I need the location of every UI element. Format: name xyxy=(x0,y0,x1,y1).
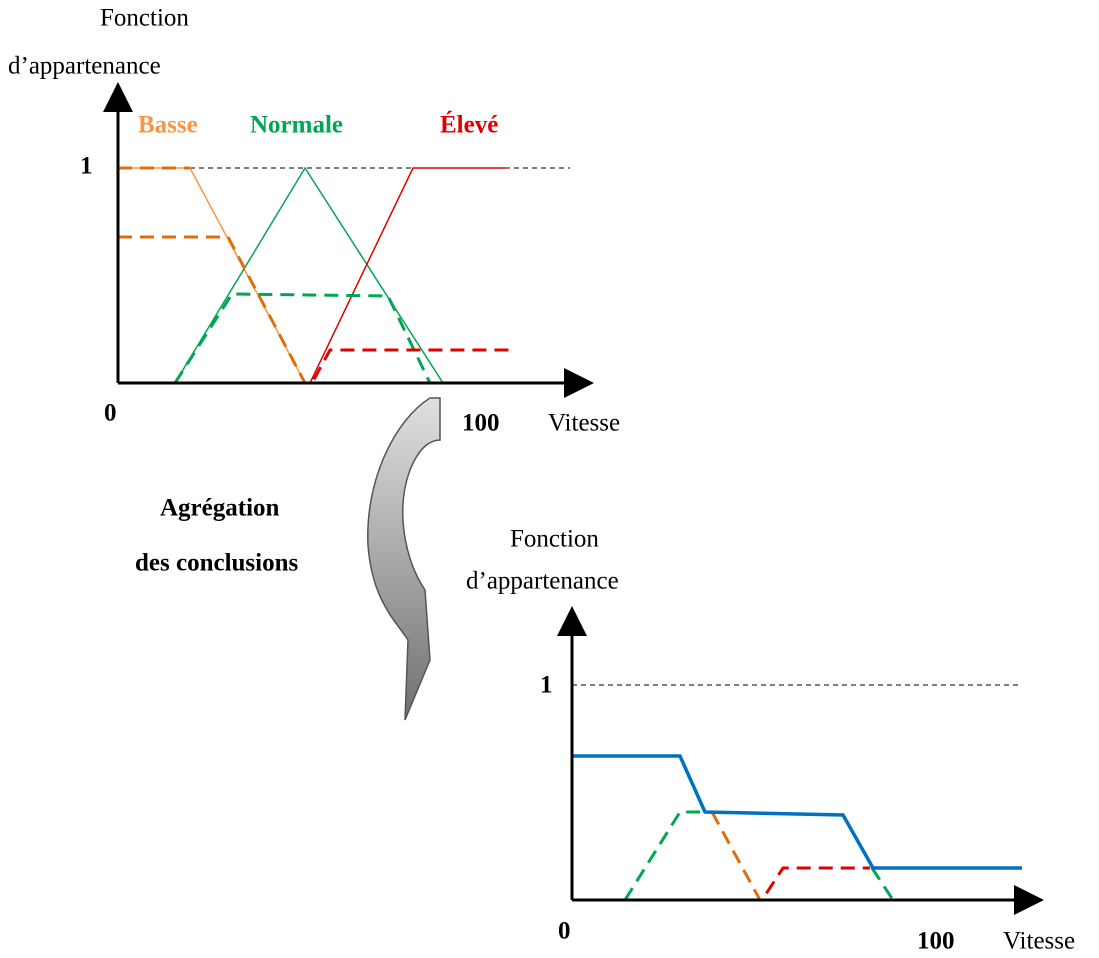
x-tick-label: 100 xyxy=(462,410,500,437)
x-tick-label: 100 xyxy=(917,928,955,955)
arrow-label: des conclusions xyxy=(135,550,299,577)
x-tick-label: 0 xyxy=(104,400,117,427)
clip-normale xyxy=(870,867,895,901)
clip-eleve xyxy=(572,866,870,902)
curve-basse xyxy=(118,167,306,384)
bottom-chart: Fonction d’appartenance 1 0 100 Vitesse xyxy=(466,526,1075,955)
aggregated-curve xyxy=(572,754,1022,870)
legend-normale: Normale xyxy=(250,112,343,139)
legend-basse: Basse xyxy=(138,112,198,139)
y-axis-label: d’appartenance xyxy=(8,53,161,80)
y-axis-label: d’appartenance xyxy=(466,568,619,595)
clip-basse xyxy=(226,236,518,385)
clip-normale xyxy=(623,810,712,901)
top-chart: Fonction d’appartenance Basse Normale Él… xyxy=(8,5,620,437)
x-axis-label: Vitesse xyxy=(1003,928,1075,955)
aggregation-arrow xyxy=(367,397,441,721)
arrow-label: Agrégation xyxy=(160,495,280,522)
y-axis-label: Fonction xyxy=(100,5,189,32)
legend-eleve: Élevé xyxy=(440,111,498,139)
y-tick-label: 1 xyxy=(540,672,553,699)
curve-normale xyxy=(174,166,444,384)
y-axis-label: Fonction xyxy=(510,526,599,553)
curve-eleve xyxy=(309,167,505,384)
clip-basse xyxy=(710,811,1000,902)
x-axis-label: Vitesse xyxy=(548,410,620,437)
x-tick-label: 0 xyxy=(558,918,571,945)
clip-normale xyxy=(173,292,432,384)
y-tick-label: 1 xyxy=(80,153,93,180)
